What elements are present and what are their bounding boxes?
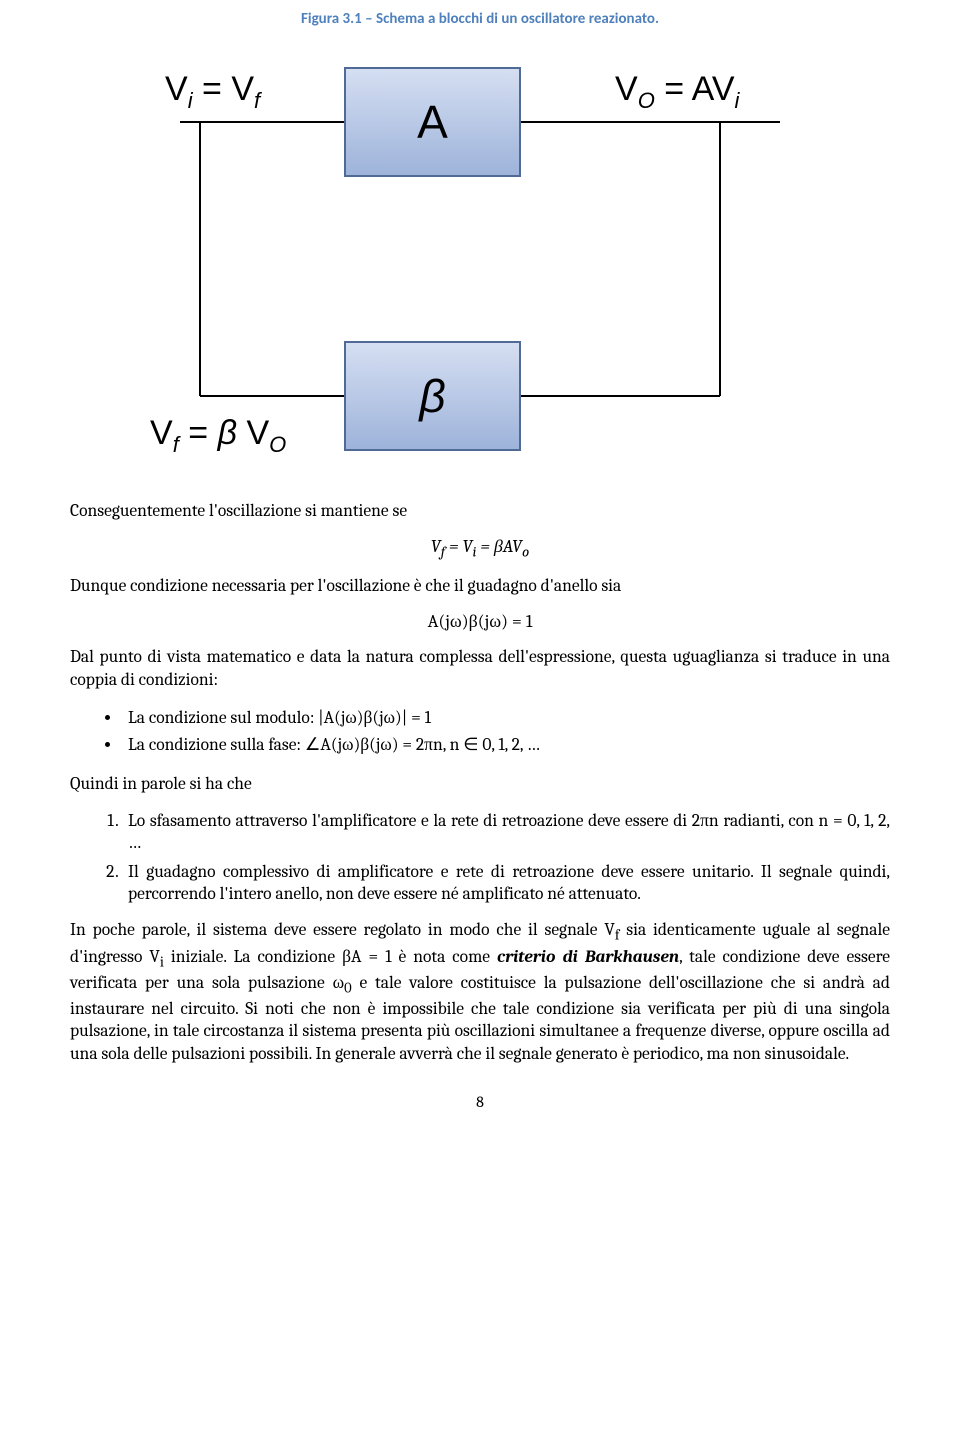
- paragraph-1: Conseguentemente l'oscillazione si manti…: [70, 500, 890, 522]
- figure-caption: Figura 3.1 – Schema a blocchi di un osci…: [70, 10, 890, 28]
- svg-text:A: A: [417, 96, 448, 148]
- block-diagram: Aβ Vi = Vf VO = AVi Vf = β VO: [120, 42, 840, 472]
- paragraph-4: Quindi in parole si ha che: [70, 773, 890, 795]
- page-number: 8: [70, 1093, 890, 1111]
- svg-text:β: β: [417, 370, 445, 422]
- numbered-item-2: Il guadagno complessivo di amplificatore…: [122, 861, 890, 906]
- svg-text:Vf = β VO: Vf = β VO: [150, 414, 286, 457]
- conditions-list: La condizione sul modulo: |A(jω)β(jω)| =…: [70, 705, 890, 759]
- paragraph-5: In poche parole, il sistema deve essere …: [70, 919, 890, 1065]
- equation-2-content: A(jω)β(jω) = 1: [428, 611, 533, 632]
- equation-2: A(jω)β(jω) = 1: [70, 611, 890, 632]
- bullet-modulus: La condizione sul modulo: |A(jω)β(jω)| =…: [122, 705, 890, 732]
- paragraph-2: Dunque condizione necessaria per l'oscil…: [70, 575, 890, 597]
- equation-1: Vf = Vi = βAVo: [70, 536, 890, 561]
- svg-text:VO = AVi: VO = AVi: [615, 70, 741, 113]
- svg-text:Vi = Vf: Vi = Vf: [165, 70, 263, 113]
- paragraph-3: Dal punto di vista matematico e data la …: [70, 646, 890, 691]
- bullet-phase: La condizione sulla fase: ∠A(jω)β(jω) = …: [122, 732, 890, 759]
- numbered-item-1: Lo sfasamento attraverso l'amplificatore…: [122, 810, 890, 855]
- numbered-conditions: Lo sfasamento attraverso l'amplificatore…: [70, 810, 890, 906]
